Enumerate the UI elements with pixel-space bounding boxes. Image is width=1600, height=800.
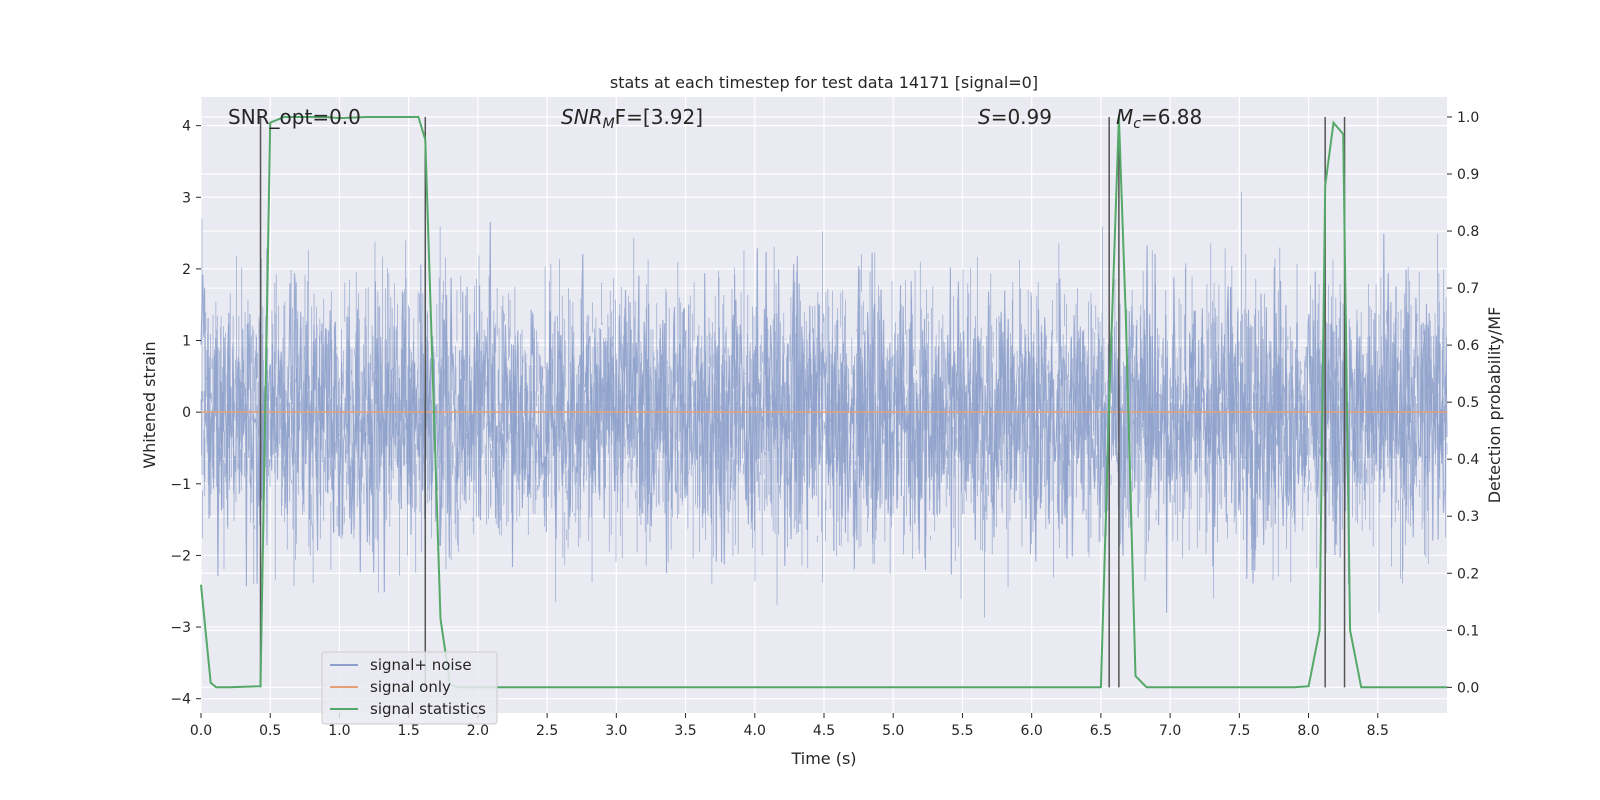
x-tick-label-14: 7.0 [1159, 723, 1181, 739]
s-value: =0.99 [991, 105, 1052, 129]
y-left-tick-label-3: 1 [182, 334, 191, 350]
mc-value: =6.88 [1141, 105, 1202, 129]
y-left-tick-label-8: −4 [170, 692, 191, 708]
y-left-tick-label-6: −2 [170, 548, 191, 564]
x-tick-label-3: 1.5 [398, 723, 420, 739]
x-tick-label-16: 8.0 [1297, 723, 1319, 739]
x-tick-label-0: 0.0 [190, 723, 212, 739]
chart-title: stats at each timestep for test data 141… [610, 73, 1038, 92]
legend-label-signal-only: signal only [370, 678, 451, 696]
mc-base: M [1116, 105, 1133, 129]
y-left-tick-label-4: 0 [182, 405, 191, 421]
x-axis-label: Time (s) [790, 749, 856, 768]
x-tick-label-8: 4.0 [744, 723, 766, 739]
y-right-tick-label-9: 0.1 [1457, 623, 1479, 639]
x-tick-label-4: 2.0 [467, 723, 489, 739]
snr-mf-sub: M [603, 116, 615, 132]
y-right-tick-label-8: 0.2 [1457, 566, 1479, 582]
y-right-tick-label-10: 0.0 [1457, 680, 1479, 696]
legend-box [321, 651, 498, 725]
x-tick-label-5: 2.5 [536, 723, 558, 739]
x-tick-label-6: 3.0 [605, 723, 627, 739]
legend-label-signal-noise: signal+ noise [370, 656, 472, 674]
x-ticks: 0.0 0.5 1.0 1.5 2.0 2.5 3.0 3.5 4.0 4.5 5.0 5.5 6.0 6… [190, 713, 1389, 739]
x-tick-label-11: 5.5 [951, 723, 973, 739]
x-tick-label-9: 4.5 [813, 723, 835, 739]
x-tick-label-15: 7.5 [1228, 723, 1250, 739]
snr-mf-rest: F=[3.92] [615, 105, 703, 129]
y-right-tick-label-0: 1.0 [1457, 110, 1479, 126]
x-tick-label-13: 6.5 [1090, 723, 1112, 739]
x-tick-label-17: 8.5 [1367, 723, 1389, 739]
y-right-tick-label-2: 0.8 [1457, 224, 1479, 240]
y-left-tick-label-2: 2 [182, 262, 191, 278]
y-right-tick-label-1: 0.9 [1457, 167, 1479, 183]
y-left-tick-label-0: 4 [182, 119, 191, 135]
y-left-tick-label-5: −1 [170, 477, 191, 493]
snr-mf-base: SNR [561, 105, 603, 129]
legend: signal+ noise signal only signal statist… [321, 651, 498, 725]
s-label: S [978, 105, 991, 129]
x-tick-label-10: 5.0 [882, 723, 904, 739]
y-left-tick-label-1: 3 [182, 190, 191, 206]
x-tick-label-7: 3.5 [674, 723, 696, 739]
y-right-tick-label-4: 0.6 [1457, 338, 1479, 354]
annotation-snr-opt: SNR_opt=0.0 [228, 105, 361, 129]
y-left-ticks: 4 3 2 1 0 −1 −2 −3 −4 [170, 119, 201, 708]
annotation-s: S=0.99 [978, 105, 1052, 129]
y-right-tick-label-7: 0.3 [1457, 509, 1479, 525]
y-right-tick-label-5: 0.5 [1457, 395, 1479, 411]
y-axis-left-label: Whitened strain [140, 341, 159, 468]
x-tick-label-1: 0.5 [259, 723, 281, 739]
series-signal-statistics [200, 116, 1447, 689]
y-right-tick-label-6: 0.4 [1457, 452, 1479, 468]
y-right-ticks: 1.0 0.9 0.8 0.7 0.6 0.5 0.4 0.3 0.2 0.1 0.0 [1447, 110, 1479, 696]
annotation-snr-mf: SNRMF=[3.92] [561, 105, 703, 132]
mc-sub: c [1133, 116, 1141, 132]
x-tick-label-2: 1.0 [328, 723, 350, 739]
x-tick-label-12: 6.0 [1021, 723, 1043, 739]
y-left-tick-label-7: −3 [170, 620, 191, 636]
annotation-mc: Mc=6.88 [1116, 105, 1202, 132]
y-axis-right-label: Detection probability/MF [1485, 307, 1504, 504]
y-right-tick-label-3: 0.7 [1457, 281, 1479, 297]
legend-label-signal-statistics: signal statistics [370, 700, 486, 718]
